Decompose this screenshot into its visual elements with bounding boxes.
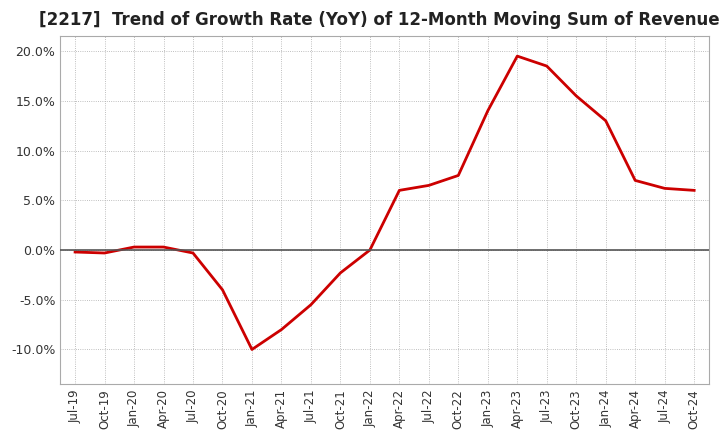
Title: [2217]  Trend of Growth Rate (YoY) of 12-Month Moving Sum of Revenues: [2217] Trend of Growth Rate (YoY) of 12-…: [40, 11, 720, 29]
